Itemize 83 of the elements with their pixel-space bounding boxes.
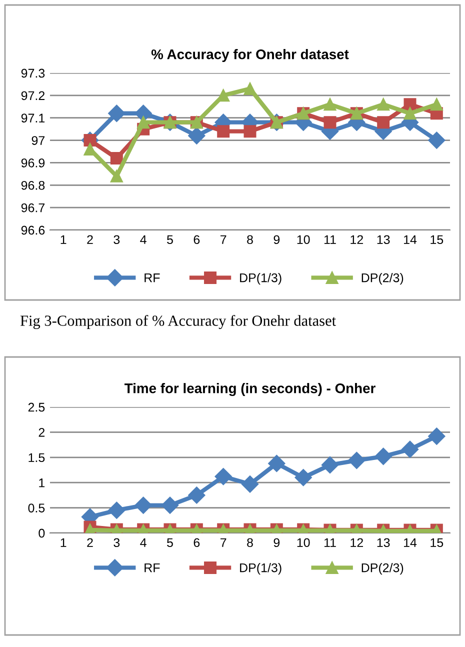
y-tick-label: 2 [38,428,45,437]
x-tick-label: 3 [114,538,120,548]
point [404,98,416,111]
point [268,454,286,472]
point [377,116,390,129]
y-tick-label: 97.1 [21,114,45,123]
point [161,496,179,514]
point [404,107,416,120]
x-tick-label: 7 [220,538,226,547]
x-tick-label: 15 [430,538,444,548]
point [428,428,446,445]
point [244,125,256,138]
point [137,116,150,129]
point [134,496,152,514]
point [244,82,256,95]
x-tick-label: 7 [220,235,226,244]
caption: Fig 3-Comparison of % Accuracy for Onehr dataset [20,314,336,330]
point [294,469,312,486]
y-tick-label: 96.7 [21,203,45,212]
y-tick-label: 97.3 [21,68,45,78]
point [108,502,126,519]
legend-label: DP(2/3) [362,563,404,575]
legend-label: DP(1/3) [240,273,282,285]
y-tick-label: 96.6 [21,226,45,235]
x-tick-label: 10 [297,235,310,244]
y-tick-label: 1.5 [28,453,45,462]
point [214,468,232,486]
legend-label: DP(1/3) [240,563,282,575]
x-tick-label: 4 [140,235,146,244]
x-tick-label: 4 [140,538,146,547]
x-tick-label: 10 [297,538,310,548]
y-tick-label: 0.5 [28,504,45,512]
x-tick-label: 12 [350,538,363,547]
y-tick-label: 0 [38,528,45,538]
point [324,116,336,129]
point [217,89,230,102]
y-tick-label: 97.2 [21,91,45,100]
legend-label: RF [144,563,160,572]
point [377,98,390,111]
y-tick-label: 97 [32,136,45,145]
point [110,152,123,164]
point [188,486,206,504]
chart-title: Time for learning (in seconds) - Onher [124,383,376,396]
x-tick-label: 11 [324,235,336,244]
point [428,132,446,149]
chart-title: % Accuracy for Onehr dataset [151,49,349,62]
x-tick-label: 15 [430,235,444,244]
x-tick-label: 9 [274,538,280,548]
x-tick-label: 2 [87,538,93,547]
point [241,476,259,493]
point [324,98,336,111]
x-tick-label: 8 [247,235,253,244]
y-tick-label: 2.5 [28,402,45,412]
x-tick-label: 9 [274,235,280,244]
point [430,98,443,111]
y-tick-label: 1 [39,478,45,488]
point [217,125,230,138]
x-tick-label: 1 [60,235,66,244]
x-tick-label: 14 [404,538,417,547]
x-tick-label: 3 [114,235,120,244]
y-tick-label: 96.9 [21,158,45,168]
legend-label: DP(2/3) [362,273,404,285]
x-tick-label: 2 [87,235,93,244]
x-tick-label: 11 [324,538,336,547]
x-tick-label: 6 [194,538,200,548]
x-tick-label: 8 [247,538,253,548]
x-tick-label: 14 [404,235,417,244]
point [401,440,419,458]
point [188,127,206,144]
x-tick-label: 6 [194,235,200,244]
x-tick-label: 13 [377,538,390,548]
point [108,104,126,122]
x-tick-label: 1 [60,538,66,547]
point [110,170,123,182]
x-tick-label: 12 [350,235,363,244]
x-tick-label: 5 [167,538,173,548]
point [348,452,366,469]
x-tick-label: 13 [377,235,390,244]
legend-label: RF [144,273,160,282]
point [321,456,339,474]
point [374,448,392,465]
y-tick-label: 96.8 [21,180,45,190]
x-tick-label: 5 [167,235,173,244]
